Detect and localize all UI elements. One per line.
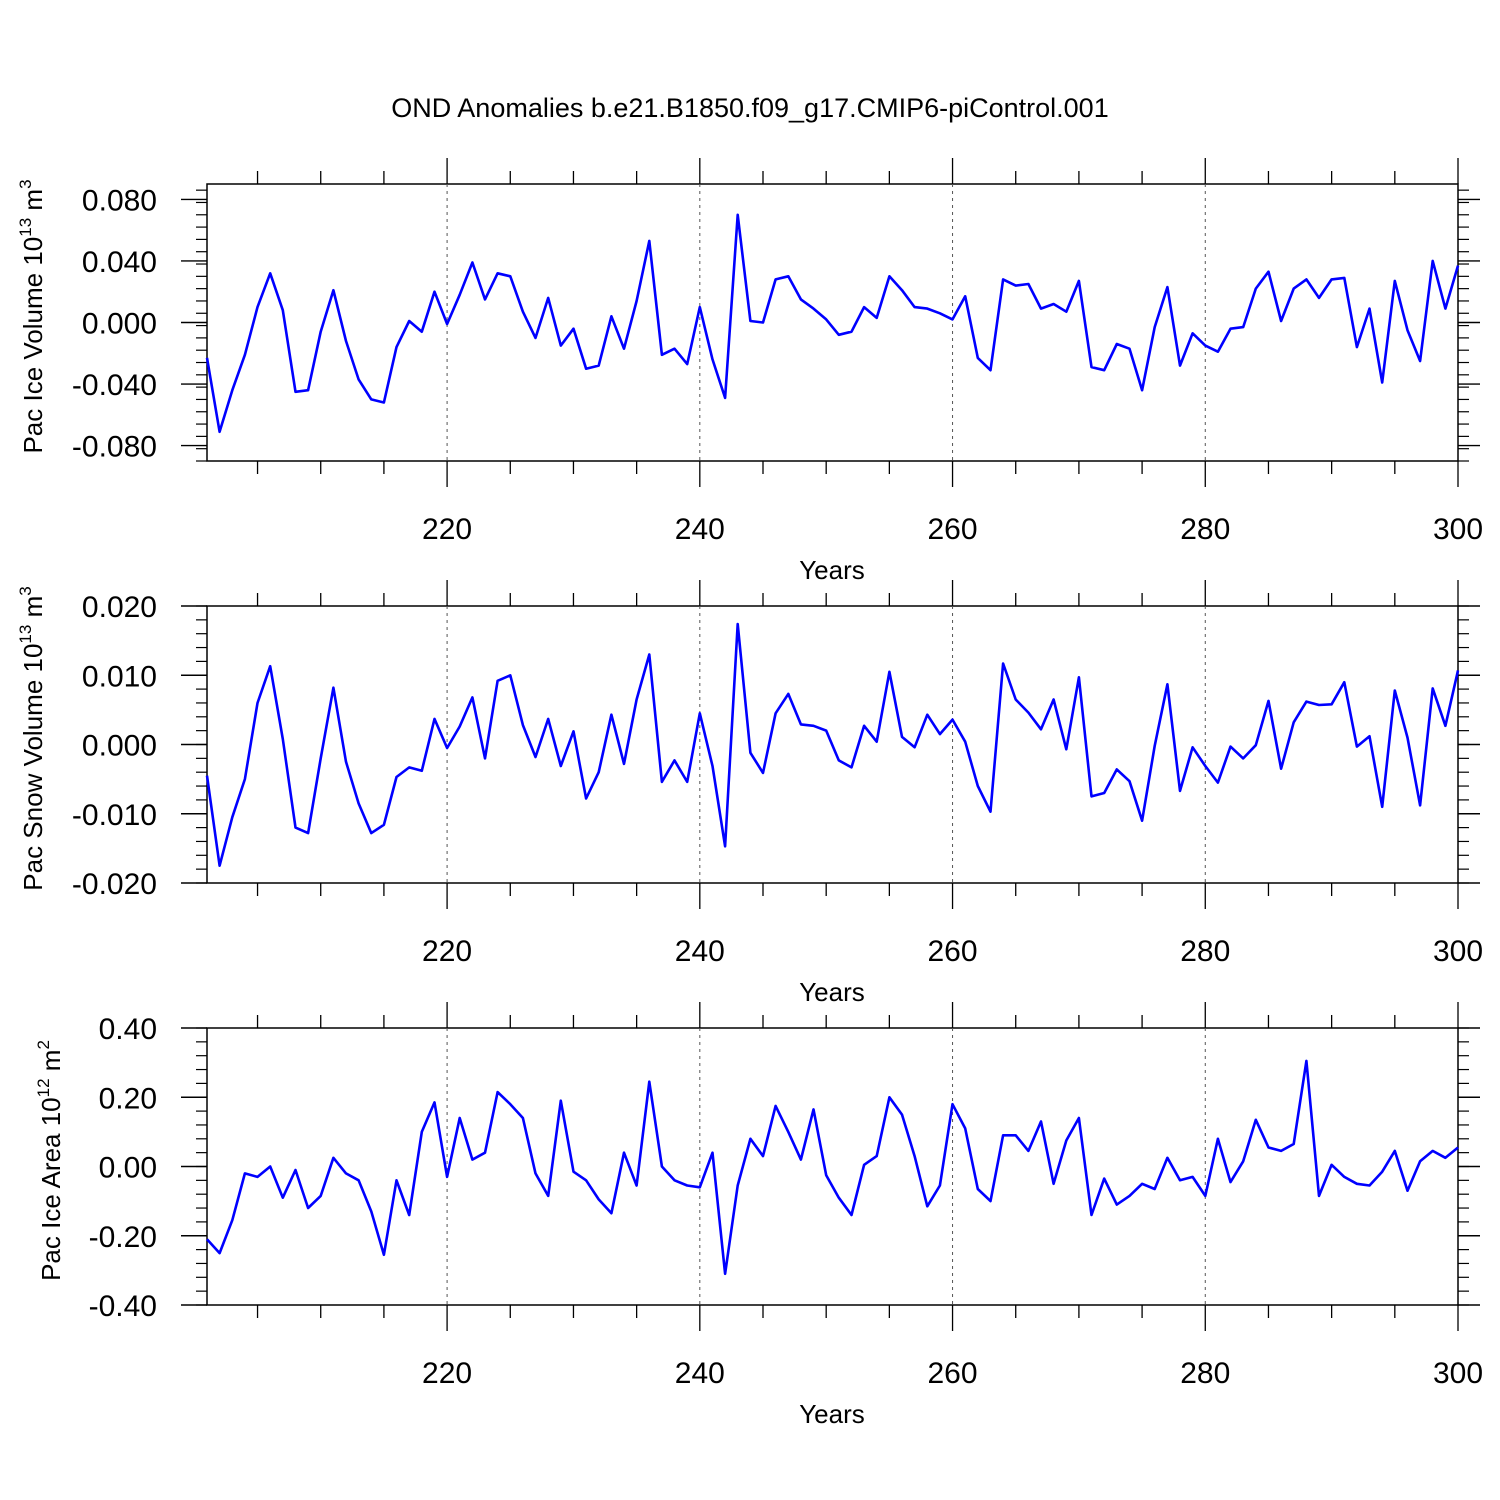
panel-ice-area: -0.40 -0.20 0.00 0.20 0.40 220 240 260 280 300 Yea… <box>34 1002 1483 1429</box>
y-tick-label: 0.000 <box>82 730 157 763</box>
x-tick-label: 240 <box>675 513 725 546</box>
series-line <box>205 622 1460 868</box>
y-tick-label: 0.020 <box>82 591 157 624</box>
plot-frame <box>206 183 1459 462</box>
y-axis-label-text: Pac Ice Area 10 <box>36 1097 66 1281</box>
y-axis-label-superscript: 3 <box>16 179 35 188</box>
y-tick-label: -0.080 <box>72 431 157 464</box>
y-tick-label: -0.20 <box>89 1221 157 1254</box>
y-tick-label: -0.020 <box>72 868 157 901</box>
series-line <box>205 213 1460 434</box>
y-tick-label: -0.040 <box>72 369 157 402</box>
y-tick-label: 0.000 <box>82 308 157 341</box>
x-tick-label: 240 <box>675 1357 725 1390</box>
panel-snow-volume: -0.020 -0.010 0.000 0.010 0.020 220 240 260 280 3… <box>16 580 1483 1007</box>
x-tick-label: 220 <box>422 1357 472 1390</box>
x-tick-label: 280 <box>1180 513 1230 546</box>
y-axis-label: Pac Ice Volume 1013 m3 <box>16 179 48 453</box>
x-tick-label: 280 <box>1180 1357 1230 1390</box>
x-tick-label: 300 <box>1433 935 1483 968</box>
chart-title: OND Anomalies b.e21.B1850.f09_g17.CMIP6-… <box>391 93 1109 123</box>
y-tick-label: 0.20 <box>99 1082 157 1115</box>
x-tick-label: 280 <box>1180 935 1230 968</box>
x-tick-label: 260 <box>928 513 978 546</box>
y-axis-label-text: m <box>36 1050 66 1079</box>
y-tick-label: 0.040 <box>82 246 157 279</box>
y-tick-label: 0.010 <box>82 660 157 693</box>
x-tick-label: 300 <box>1433 1357 1483 1390</box>
y-axis-label-text: m <box>18 596 48 625</box>
y-axis-label-superscript: 12 <box>34 1078 53 1097</box>
y-tick-label: -0.010 <box>72 799 157 832</box>
y-axis-label-superscript: 3 <box>16 586 35 595</box>
x-axis-label: Years <box>799 555 865 585</box>
x-tick-label: 260 <box>928 1357 978 1390</box>
x-tick-label: 220 <box>422 935 472 968</box>
y-tick-label: 0.080 <box>82 184 157 217</box>
y-tick-label: 0.40 <box>99 1013 157 1046</box>
plot-frame <box>206 1027 1459 1306</box>
y-axis-label-text: Pac Snow Volume 10 <box>18 644 48 891</box>
y-tick-label: -0.40 <box>89 1290 157 1323</box>
x-tick-label: 220 <box>422 513 472 546</box>
y-axis-label: Pac Ice Area 1012 m2 <box>34 1040 66 1281</box>
y-tick-label: 0.00 <box>99 1152 157 1185</box>
panel-ice-volume: -0.080 -0.040 0.000 0.040 0.080 220 240 260 280 3… <box>16 158 1483 585</box>
x-tick-label: 300 <box>1433 513 1483 546</box>
x-axis-label: Years <box>799 977 865 1007</box>
y-axis-label-text: Pac Ice Volume 10 <box>18 237 48 454</box>
y-axis-label-superscript: 13 <box>16 218 35 237</box>
x-axis-label: Years <box>799 1399 865 1429</box>
y-axis-label-superscript: 2 <box>34 1040 53 1049</box>
y-axis-label-superscript: 13 <box>16 625 35 644</box>
y-axis-label: Pac Snow Volume 1013 m3 <box>16 586 48 890</box>
x-tick-label: 240 <box>675 935 725 968</box>
series-line <box>206 1059 1459 1276</box>
y-axis-label-text: m <box>18 189 48 218</box>
x-tick-label: 260 <box>928 935 978 968</box>
